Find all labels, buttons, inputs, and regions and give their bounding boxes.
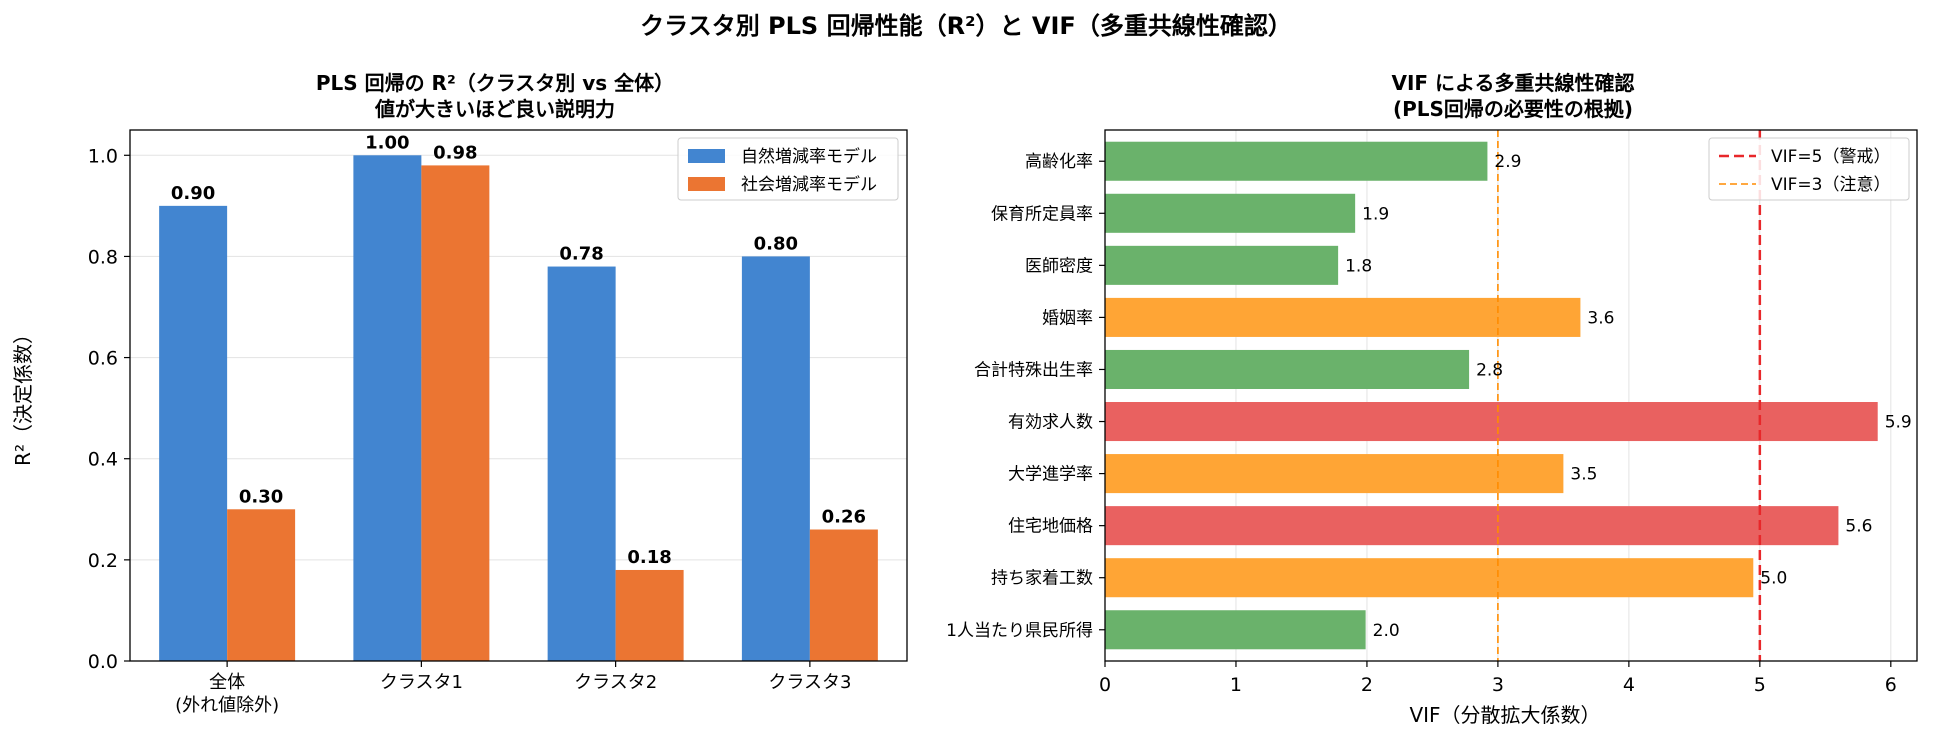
r2-y-tick-label: 0.8	[88, 246, 118, 268]
vif-x-tick-label: 6	[1885, 674, 1897, 696]
vif-y-tick-label: 有効求人数	[1008, 413, 1093, 433]
r2-bar	[809, 529, 878, 661]
vif-value-label: 5.9	[1885, 413, 1912, 433]
legend-label-vif5: VIF=5（警戒）	[1771, 147, 1890, 167]
vif-chart-x-ticks: 0 1 2 3 4 5 6	[1099, 661, 1897, 696]
legend-label-social: 社会増減率モデル	[741, 174, 877, 195]
vif-chart-reference-lines	[1497, 130, 1762, 661]
r2-x-tick-label: 全体	[209, 672, 245, 693]
vif-chart-value-labels: 2.9 1.9 1.8 3.6 2.8 5.9 3.5 5.6 5.0 2.0	[1345, 152, 1912, 641]
vif-value-label: 2.8	[1476, 360, 1503, 380]
r2-y-tick-label: 0.2	[88, 550, 118, 572]
legend-label-vif3: VIF=3（注意）	[1771, 175, 1890, 195]
r2-value-label: 0.78	[559, 244, 603, 265]
r2-value-label: 0.30	[239, 486, 283, 507]
r2-bar	[547, 266, 616, 661]
legend-label-natural: 自然増減率モデル	[741, 146, 877, 167]
r2-chart-y-axis-label: R²（決定係数）	[11, 324, 35, 466]
vif-y-tick-label: 合計特殊出生率	[974, 360, 1093, 380]
r2-x-tick-label: クラスタ1	[380, 672, 463, 693]
r2-chart-subtitle: 値が大きいほど良い説明力	[374, 97, 615, 121]
vif-value-label: 2.0	[1373, 621, 1400, 641]
vif-bar	[1105, 245, 1339, 285]
vif-y-tick-label: 大学進学率	[1008, 465, 1093, 485]
r2-value-label: 0.80	[754, 233, 798, 254]
r2-x-tick-label: クラスタ3	[768, 672, 851, 693]
r2-y-tick-label: 0.6	[88, 348, 118, 370]
r2-y-tick-label: 1.0	[88, 145, 118, 167]
r2-bar	[227, 509, 296, 661]
r2-chart-plot-frame	[129, 129, 908, 662]
vif-bar	[1105, 558, 1754, 598]
vif-x-tick-label: 2	[1361, 674, 1373, 696]
vif-x-tick-label: 0	[1099, 674, 1111, 696]
r2-bar	[741, 256, 810, 661]
vif-bar	[1105, 297, 1581, 337]
r2-chart-legend-box	[677, 137, 899, 201]
vif-chart: VIF による多重共線性確認 (PLS回帰の必要性の根拠) 2.9 1.9 1.8 3…	[946, 71, 1918, 727]
vif-y-tick-label: 住宅地価格	[1008, 517, 1093, 537]
r2-value-label: 0.90	[171, 183, 215, 204]
r2-x-tick-label: (外れ値除外)	[175, 695, 279, 716]
r2-bar	[615, 569, 684, 661]
vif-x-tick-label: 1	[1230, 674, 1242, 696]
vif-y-tick-label: 持ち家着工数	[991, 569, 1093, 589]
vif-x-tick-label: 5	[1754, 674, 1766, 696]
r2-value-label: 0.26	[822, 507, 866, 528]
r2-x-tick-label: クラスタ2	[574, 672, 657, 693]
r2-bar	[421, 165, 490, 661]
vif-value-label: 1.9	[1362, 204, 1389, 224]
r2-y-tick-label: 0.0	[88, 651, 118, 673]
r2-chart: PLS 回帰の R²（クラスタ別 vs 全体） 値が大きいほど良い説明力 0.9…	[11, 71, 908, 716]
vif-bar	[1105, 349, 1470, 389]
r2-chart-legend: 自然増減率モデル 社会増減率モデル	[677, 137, 899, 201]
vif-bar	[1105, 193, 1356, 233]
vif-bar	[1105, 506, 1839, 546]
vif-bar	[1105, 610, 1366, 650]
vif-value-label: 5.6	[1845, 517, 1872, 537]
vif-chart-subtitle: (PLS回帰の必要性の根拠)	[1393, 97, 1633, 121]
vif-value-label: 1.8	[1345, 256, 1372, 276]
r2-chart-y-ticks: 0.0 0.2 0.4 0.6 0.8 1.0	[88, 145, 130, 673]
vif-y-tick-label: 保育所定員率	[991, 204, 1093, 224]
vif-chart-bars	[1105, 141, 1878, 650]
vif-bar	[1105, 454, 1564, 494]
vif-chart-legend: VIF=5（警戒） VIF=3（注意）	[1708, 137, 1910, 201]
vif-bar	[1105, 402, 1878, 442]
vif-y-tick-label: 婚姻率	[1042, 308, 1093, 328]
vif-value-label: 3.5	[1570, 465, 1597, 485]
figure-suptitle: クラスタ別 PLS 回帰性能（R²）と VIF（多重共線性確認）	[640, 12, 1292, 40]
vif-bar	[1105, 141, 1488, 181]
r2-chart-value-labels: 0.90 1.00 0.78 0.80 0.30 0.98 0.18 0.26	[171, 132, 866, 568]
r2-chart-bars	[159, 155, 878, 662]
vif-chart-legend-box	[1708, 137, 1910, 201]
r2-value-label: 0.98	[433, 142, 477, 163]
vif-chart-title: VIF による多重共線性確認	[1392, 71, 1635, 95]
r2-y-tick-label: 0.4	[88, 449, 118, 471]
vif-y-tick-label: 1人当たり県民所得	[946, 621, 1093, 641]
vif-value-label: 3.6	[1587, 308, 1614, 328]
vif-y-tick-label: 高齢化率	[1025, 152, 1093, 172]
vif-value-label: 5.0	[1760, 569, 1787, 589]
r2-bar	[159, 205, 228, 661]
vif-chart-plot-frame	[1104, 129, 1918, 662]
vif-chart-y-ticks: 高齢化率保育所定員率医師密度婚姻率合計特殊出生率有効求人数大学進学率住宅地価格持…	[946, 152, 1105, 641]
r2-chart-title: PLS 回帰の R²（クラスタ別 vs 全体）	[316, 71, 674, 95]
r2-value-label: 0.18	[627, 547, 671, 568]
vif-value-label: 2.9	[1494, 152, 1521, 172]
r2-value-label: 1.00	[365, 132, 409, 153]
legend-swatch-natural	[688, 149, 725, 163]
vif-y-tick-label: 医師密度	[1025, 256, 1093, 276]
vif-chart-x-axis-label: VIF（分散拡大係数）	[1409, 703, 1600, 727]
legend-swatch-social	[688, 177, 725, 191]
vif-x-tick-label: 3	[1492, 674, 1504, 696]
r2-bar	[353, 155, 422, 662]
r2-chart-x-ticks: 全体(外れ値除外) クラスタ1 クラスタ2 クラスタ3	[175, 661, 851, 716]
vif-x-tick-label: 4	[1623, 674, 1635, 696]
